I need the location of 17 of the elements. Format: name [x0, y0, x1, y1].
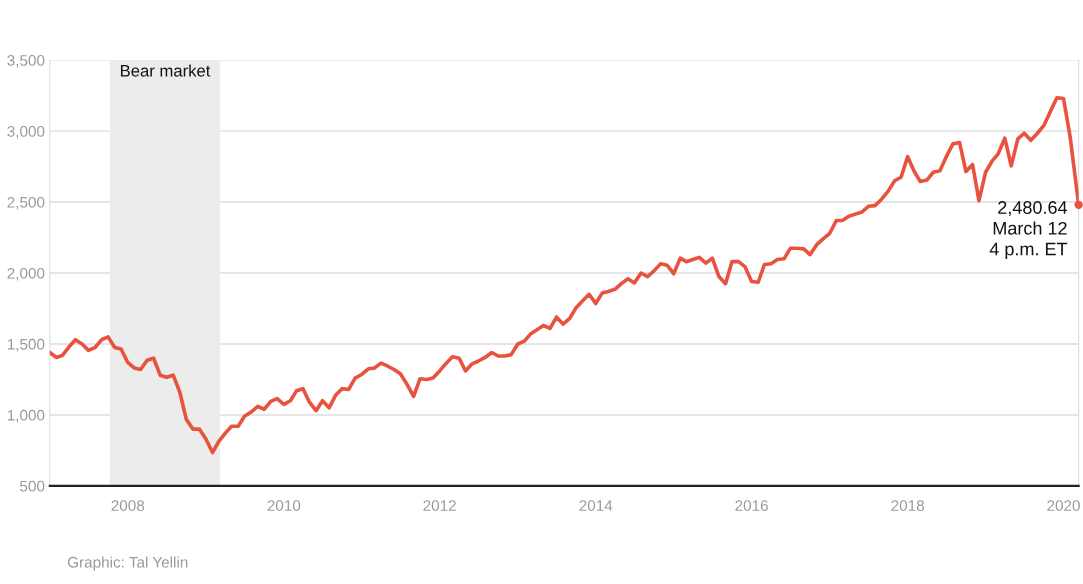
annotation: 2,480.64 March 12 4 p.m. ET	[989, 201, 1068, 259]
x-tick-label: 2020	[1047, 500, 1080, 511]
x-tick-label: 2018	[891, 500, 924, 511]
y-tick-label: 1,500	[7, 338, 45, 352]
band-label: Bear market	[120, 64, 211, 77]
y-tick-label: 500	[20, 480, 45, 492]
y-tick-label: 3,000	[7, 125, 45, 139]
x-tick-label: 2010	[267, 500, 301, 511]
x-tick-label: 2008	[111, 500, 145, 511]
x-tick-label: 2014	[579, 500, 613, 511]
text: Graphic: Tal Yellin	[67, 556, 188, 571]
x-tick-label: 2016	[735, 500, 768, 511]
x-tick-label: 2012	[423, 500, 456, 511]
y-tick-label: 2,000	[7, 267, 45, 281]
y-tick-label: 2,500	[7, 196, 45, 210]
y-tick-label: 1,000	[7, 409, 45, 423]
y-tick-label: 3,500	[7, 55, 45, 68]
